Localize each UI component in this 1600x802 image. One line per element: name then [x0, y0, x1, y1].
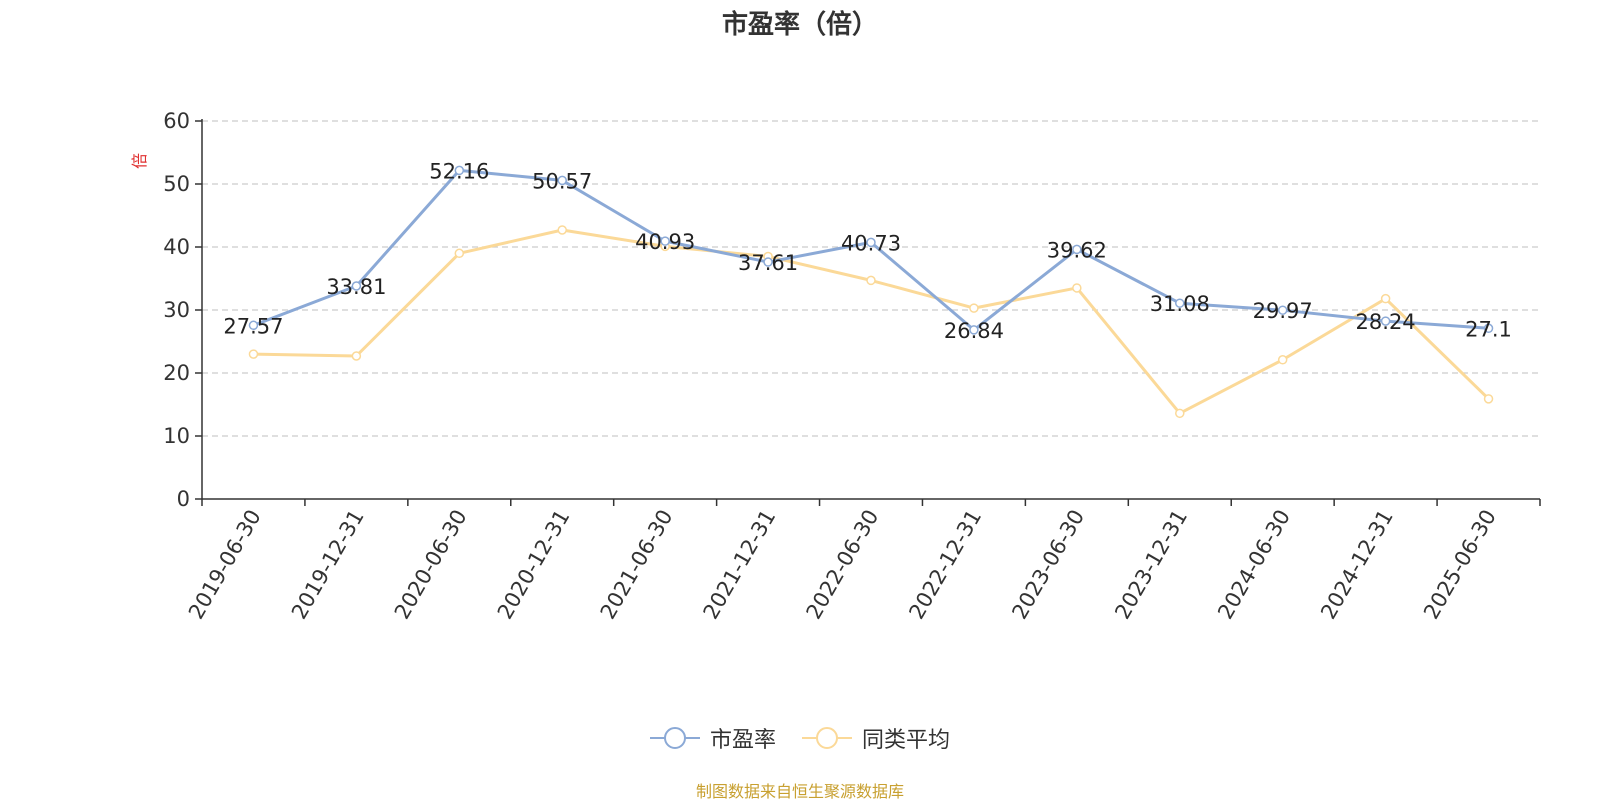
source-note: 制图数据来自恒生聚源数据库 [695, 782, 904, 801]
data-point-0 [1175, 298, 1185, 308]
axes: 0 10 20 30 40 50 60 倍 2019-06-30 2019-12-31 2020-0… [130, 109, 1541, 624]
data-labels: 27.57 33.81 52.16 50.57 40.93 37.61 40.73 26.84… [223, 159, 1512, 343]
data-label: 52.16 [429, 159, 489, 183]
legend-item-series-0[interactable]: 市盈率 [649, 722, 776, 754]
data-point-0 [1380, 316, 1391, 326]
y-tick-label: 20 [163, 361, 190, 385]
y-tick-label: 30 [163, 298, 190, 322]
x-tick-label: 2022-12-31 [904, 506, 986, 624]
data-point-1 [1483, 394, 1494, 404]
x-tick-label: 2020-06-30 [390, 506, 472, 624]
legend: 市盈率 同类平均 [0, 722, 1600, 754]
y-tick-label: 0 [177, 487, 190, 511]
x-tick-label: 2025-06-30 [1419, 506, 1501, 624]
y-axis-label: 倍 [130, 153, 149, 169]
data-label: 26.84 [944, 319, 1004, 343]
data-point-0 [763, 257, 773, 267]
data-label: 31.08 [1150, 292, 1210, 316]
data-point-1 [969, 303, 979, 313]
data-label: 37.61 [738, 251, 798, 275]
y-tick-label: 10 [163, 424, 190, 448]
data-point-0 [866, 237, 876, 248]
data-point-0 [454, 165, 465, 176]
legend-label-1: 同类平均 [862, 728, 951, 753]
data-point-0 [660, 236, 670, 246]
data-point-1 [248, 349, 259, 359]
data-point-1 [1175, 408, 1185, 419]
data-label: 40.73 [841, 231, 901, 255]
data-label: 28.24 [1356, 310, 1416, 334]
data-label: 27.57 [223, 314, 283, 338]
x-tick-label: 2021-06-30 [596, 506, 678, 624]
y-tick-label: 50 [163, 172, 190, 196]
series-lines [248, 165, 1494, 419]
x-tick-label: 2021-12-31 [699, 506, 781, 624]
data-label: 33.81 [326, 275, 386, 299]
x-tick-label: 2019-12-31 [287, 506, 369, 624]
data-point-1 [351, 351, 362, 361]
data-point-0 [969, 325, 979, 335]
data-point-0 [351, 281, 362, 291]
x-tick-label: 2023-12-31 [1110, 506, 1192, 624]
x-tick-label: 2019-06-30 [184, 506, 266, 624]
data-label: 29.97 [1253, 299, 1313, 323]
data-point-0 [1483, 323, 1494, 334]
data-point-1 [1072, 283, 1082, 293]
legend-swatch-1 [802, 727, 852, 749]
x-tick-label: 2023-06-30 [1007, 506, 1089, 624]
data-point-0 [1277, 305, 1288, 315]
x-tick-label: 2020-12-31 [493, 506, 575, 624]
data-point-1 [1380, 293, 1391, 304]
x-tick-label: 2024-06-30 [1213, 506, 1295, 624]
data-point-0 [248, 320, 259, 331]
legend-swatch-0 [649, 727, 700, 749]
data-label: 50.57 [532, 169, 592, 193]
data-point-1 [866, 275, 876, 286]
data-point-0 [1072, 244, 1082, 255]
data-label: 27.1 [1465, 317, 1512, 341]
data-point-1 [454, 248, 465, 259]
y-tick-label: 40 [163, 235, 190, 259]
data-label: 39.62 [1047, 238, 1107, 262]
x-tick-label: 2024-12-31 [1316, 506, 1398, 624]
grid-lines [202, 120, 1540, 437]
data-point-0 [557, 175, 567, 186]
x-tick-label: 2022-06-30 [802, 506, 884, 624]
y-tick-label: 60 [163, 109, 190, 133]
legend-item-series-1[interactable]: 同类平均 [802, 722, 950, 754]
data-point-1 [557, 225, 567, 235]
data-label: 40.93 [635, 230, 695, 254]
data-point-1 [1277, 355, 1288, 365]
chart-title: 市盈率（倍） [721, 10, 878, 40]
legend-label-0: 市盈率 [709, 728, 776, 753]
